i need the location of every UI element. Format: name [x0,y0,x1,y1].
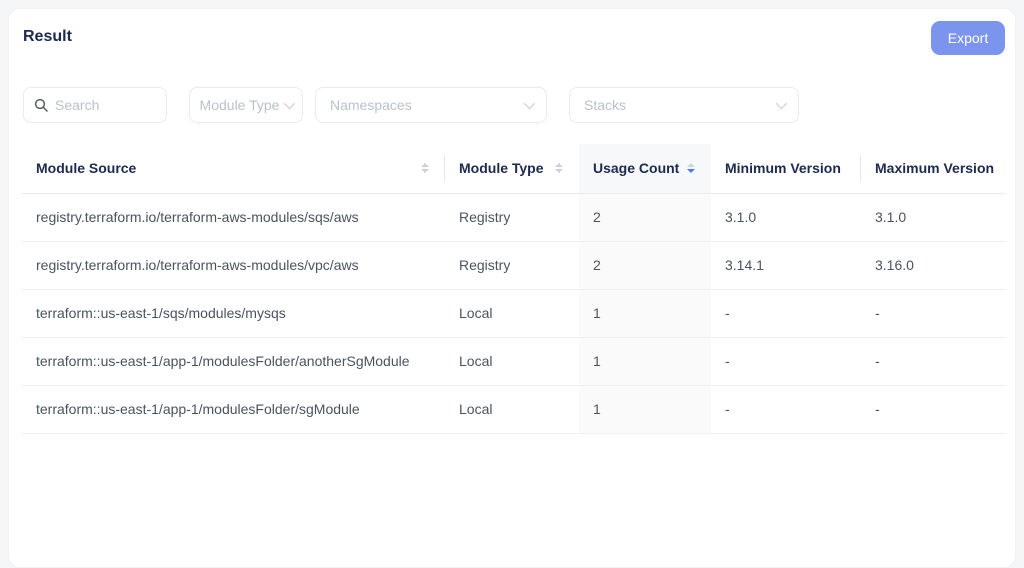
column-header-label: Minimum Version [725,160,841,177]
cell-minimum-version: - [711,289,861,338]
cell-module-type: Registry [445,193,579,242]
column-header-maximum-version: Maximum Version [861,144,1006,194]
cell-maximum-version: - [861,289,1006,338]
table-row: registry.terraform.io/terraform-aws-modu… [21,241,1006,290]
column-header-module-type[interactable]: Module Type [445,144,579,194]
cell-usage-count: 2 [579,241,711,290]
cell-module-source: terraform::us-east-1/app-1/modulesFolder… [21,385,445,434]
module-type-select[interactable]: Module Type [189,87,303,123]
cell-maximum-version: - [861,337,1006,386]
cell-minimum-version: - [711,385,861,434]
filter-bar: Module Type Namespaces Stacks [9,87,1015,123]
column-header-module-source[interactable]: Module Source [21,144,445,194]
sort-icon-active-desc [687,163,697,174]
cell-module-source: terraform::us-east-1/sqs/modules/mysqs [21,289,445,338]
cell-usage-count: 1 [579,385,711,434]
table-row: terraform::us-east-1/sqs/modules/mysqs L… [21,289,1006,338]
cell-usage-count: 1 [579,337,711,386]
table-row: terraform::us-east-1/app-1/modulesFolder… [21,337,1006,386]
search-input[interactable] [55,97,156,113]
column-header-label: Usage Count [593,160,680,177]
cell-module-type: Local [445,337,579,386]
sort-icon [555,163,565,174]
cell-module-source: registry.terraform.io/terraform-aws-modu… [21,193,445,242]
search-box[interactable] [23,87,167,123]
cell-module-source: registry.terraform.io/terraform-aws-modu… [21,241,445,290]
table-row: registry.terraform.io/terraform-aws-modu… [21,193,1006,242]
table-row: terraform::us-east-1/app-1/modulesFolder… [21,385,1006,434]
cell-module-type: Local [445,289,579,338]
cell-maximum-version: 3.1.0 [861,193,1006,242]
cell-minimum-version: - [711,337,861,386]
namespaces-select-label: Namespaces [330,97,412,113]
chevron-down-icon [775,97,788,110]
namespaces-select[interactable]: Namespaces [315,87,547,123]
export-button[interactable]: Export [931,21,1005,55]
cell-module-source: terraform::us-east-1/app-1/modulesFolder… [21,337,445,386]
search-icon [34,98,48,112]
results-table: Module Source Module Type Usage Count [21,144,1006,434]
chevron-down-icon [523,97,536,110]
cell-usage-count: 1 [579,289,711,338]
column-header-usage-count[interactable]: Usage Count [579,144,711,194]
column-header-label: Maximum Version [875,160,995,177]
stacks-select[interactable]: Stacks [569,87,799,123]
cell-maximum-version: - [861,385,1006,434]
cell-module-type: Registry [445,241,579,290]
cell-minimum-version: 3.14.1 [711,241,861,290]
column-header-minimum-version: Minimum Version [711,144,861,194]
page-title: Result [23,28,72,45]
cell-module-type: Local [445,385,579,434]
cell-usage-count: 2 [579,193,711,242]
cell-maximum-version: 3.16.0 [861,241,1006,290]
table-header-row: Module Source Module Type Usage Count [21,144,1006,194]
chevron-down-icon [284,97,296,110]
stacks-select-label: Stacks [584,97,627,113]
column-header-label: Module Type [459,160,544,177]
sort-icon [421,163,431,174]
cell-minimum-version: 3.1.0 [711,193,861,242]
module-type-select-label: Module Type [199,97,280,113]
column-header-label: Module Source [36,160,137,177]
result-card: Result Export Module Type Namespaces Sta… [8,8,1016,568]
